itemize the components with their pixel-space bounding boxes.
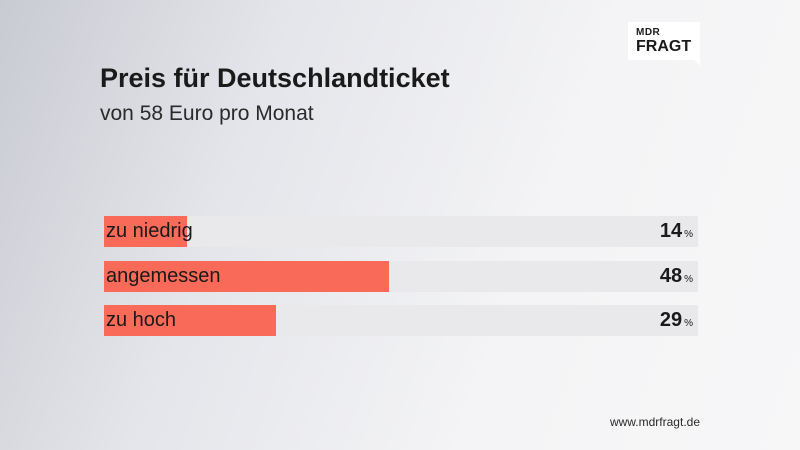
- value-unit: %: [684, 273, 693, 285]
- bar-row: zu niedrig 14%: [104, 216, 698, 247]
- value-unit: %: [684, 229, 693, 240]
- value-number: 29: [659, 309, 683, 331]
- value-number: 14: [659, 220, 683, 242]
- logo-line-2: FRAGT: [636, 38, 692, 55]
- mdr-fragt-logo: MDR FRAGT: [628, 22, 700, 66]
- source-url: www.mdrfragt.de: [609, 415, 700, 429]
- data-label: 29%: [660, 305, 693, 339]
- bar: [104, 305, 277, 336]
- bar: [104, 260, 390, 292]
- category-label: angemessen: [106, 264, 221, 287]
- bar-row: angemessen 48%: [104, 260, 698, 295]
- chart-title: Preis für Deutschlandticket: [100, 63, 450, 93]
- data-label: 14%: [660, 216, 693, 250]
- bar-chart: zu niedrig 14% angemessen 48% zu hoch 29%: [104, 216, 698, 336]
- category-label: zu niedrig: [106, 220, 193, 242]
- category-label: zu hoch: [106, 309, 177, 331]
- chart-subtitle: von 58 Euro pro Monat: [100, 102, 314, 125]
- value-number: 48: [659, 264, 683, 287]
- bar-row: zu hoch 29%: [104, 305, 698, 336]
- data-label: 48%: [660, 261, 693, 295]
- logo-line-1: MDR: [636, 27, 661, 38]
- bar: [104, 216, 188, 247]
- value-unit: %: [684, 318, 693, 329]
